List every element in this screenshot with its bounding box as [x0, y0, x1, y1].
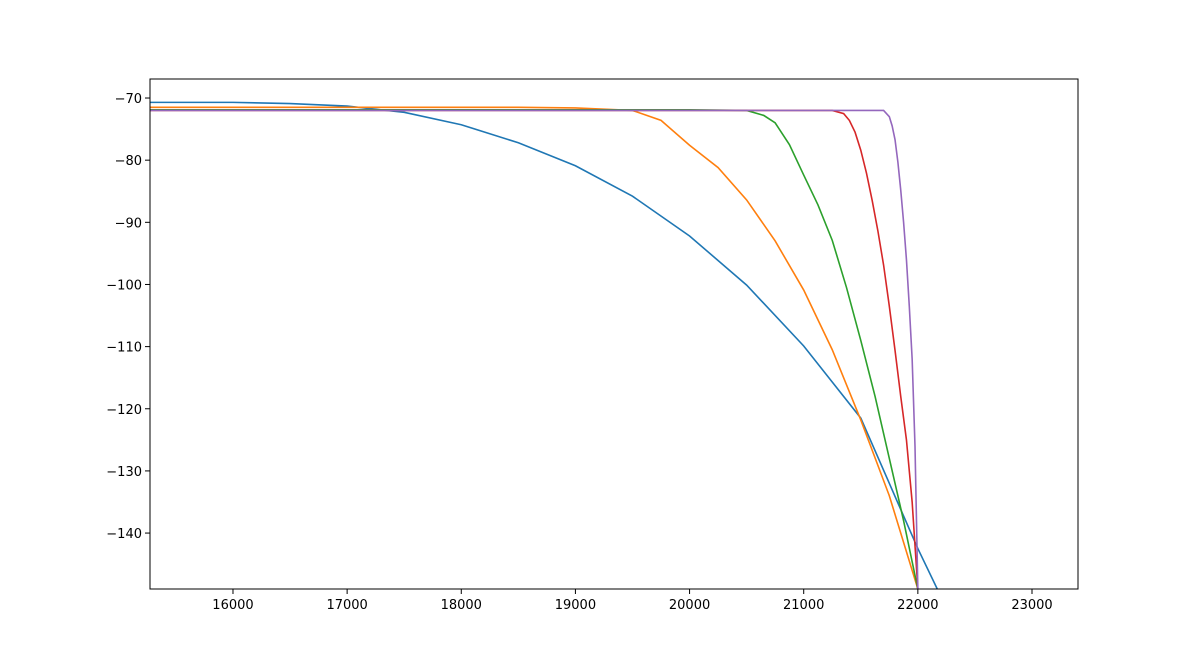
- plot-area: [150, 101, 938, 589]
- axes-frame: [149, 78, 1079, 590]
- y-tick-label: −110: [106, 341, 142, 356]
- y-tick-label: −90: [115, 216, 142, 231]
- y-tick-label: −70: [115, 92, 142, 107]
- x-tick-label: 21000: [783, 598, 824, 613]
- x-tick-label: 20000: [669, 598, 710, 613]
- x-tick-label: 16000: [212, 598, 253, 613]
- x-tick-label: 17000: [326, 598, 367, 613]
- line-series: [150, 109, 919, 589]
- y-tick-label: −130: [106, 465, 142, 480]
- x-tick-label: 19000: [555, 598, 596, 613]
- x-tick-label: 18000: [441, 598, 482, 613]
- y-tick-label: −120: [106, 403, 142, 418]
- y-tick-label: −140: [106, 527, 142, 542]
- line-series: [150, 101, 938, 589]
- x-tick-label: 23000: [1011, 598, 1052, 613]
- y-tick-label: −80: [115, 154, 142, 169]
- y-tick-label: −100: [106, 278, 142, 293]
- x-tick-label: 22000: [897, 598, 938, 613]
- line-series: [150, 106, 919, 589]
